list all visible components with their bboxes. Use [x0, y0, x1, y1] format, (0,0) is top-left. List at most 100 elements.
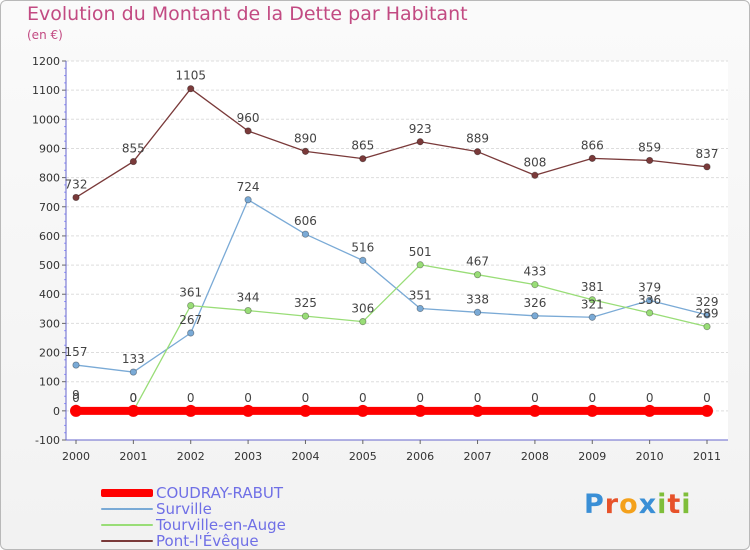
data-label: 0	[359, 391, 367, 405]
data-point	[703, 311, 711, 319]
chart-unit: (en €)	[27, 28, 63, 42]
logo-letter: o	[619, 489, 639, 520]
data-label: 865	[351, 139, 374, 153]
data-point	[701, 404, 713, 417]
data-label: 866	[581, 138, 604, 152]
x-tick-label: 2005	[349, 450, 377, 463]
data-label: 133	[122, 352, 145, 366]
data-label: 0	[130, 391, 138, 405]
legend-swatch	[101, 524, 153, 526]
legend-item: Tourville-en-Auge	[101, 516, 286, 534]
data-point	[129, 157, 137, 166]
data-point	[531, 171, 539, 179]
data-point	[473, 308, 482, 316]
data-label: 0	[646, 391, 654, 405]
data-point	[70, 404, 82, 417]
legend-swatch	[101, 540, 153, 542]
x-tick-label: 2000	[62, 450, 90, 463]
data-label: 0	[72, 391, 80, 405]
data-label: 379	[638, 280, 661, 294]
data-point	[473, 148, 482, 156]
data-point	[588, 296, 596, 304]
data-label: 837	[696, 147, 719, 161]
data-label: 267	[179, 313, 202, 327]
data-label: 1105	[175, 69, 206, 83]
data-point	[703, 322, 711, 331]
y-tick-label: 900	[39, 142, 60, 155]
data-label: 289	[696, 307, 719, 321]
data-label: 0	[187, 391, 195, 405]
data-point	[184, 404, 197, 417]
data-point	[301, 230, 310, 238]
data-label: 321	[581, 297, 604, 311]
data-label: 724	[237, 180, 260, 194]
data-point	[187, 302, 195, 310]
series-line-3	[75, 88, 708, 198]
data-label: 467	[466, 255, 489, 269]
data-label: 0	[588, 391, 596, 405]
data-label: 606	[294, 214, 317, 228]
data-label: 9	[72, 388, 80, 402]
x-tick-label: 2004	[291, 450, 319, 463]
data-point	[244, 127, 252, 135]
y-tick-label: 500	[39, 259, 60, 272]
logo-letter: t	[667, 489, 682, 520]
data-label: 0	[703, 391, 711, 405]
data-point	[588, 313, 596, 321]
logo-letter: i	[657, 489, 668, 520]
data-label: 306	[351, 302, 374, 316]
data-label: 859	[638, 140, 661, 154]
legend-item: Surville	[101, 500, 212, 518]
data-label: 336	[638, 293, 661, 307]
data-label: 351	[409, 289, 432, 303]
data-label: 732	[65, 177, 88, 191]
data-point	[359, 318, 367, 326]
data-point	[301, 147, 310, 155]
data-label: 325	[294, 296, 317, 310]
data-point	[473, 271, 482, 279]
y-tick-label: 100	[39, 376, 60, 389]
y-tick-label: 300	[39, 317, 60, 330]
data-label: 157	[65, 345, 88, 359]
plot-area	[66, 61, 728, 440]
data-point	[646, 156, 654, 165]
logo-letter: x	[638, 489, 658, 520]
data-point	[703, 163, 711, 171]
x-tick-label: 2001	[119, 450, 147, 463]
data-point	[359, 155, 367, 163]
data-point	[244, 306, 252, 315]
data-point	[127, 404, 140, 417]
data-label: 329	[696, 295, 719, 309]
data-point	[643, 404, 656, 417]
data-label: 890	[294, 131, 317, 145]
y-tick-label: -100	[35, 434, 60, 447]
data-label: 889	[466, 132, 489, 146]
data-point	[72, 361, 80, 369]
chart-title: Evolution du Montant de la Dette par Hab…	[27, 3, 468, 25]
logo-letter: i	[681, 489, 692, 520]
logo-letter: r	[604, 489, 620, 520]
data-label: 0	[474, 391, 482, 405]
y-tick-label: 600	[39, 230, 60, 243]
data-label: 326	[523, 296, 546, 310]
legend-swatch	[101, 489, 153, 497]
data-point	[359, 256, 367, 265]
x-tick-label: 2007	[464, 450, 492, 463]
legend-item: COUDRAY-RABUT	[101, 484, 283, 502]
legend-label: Surville	[156, 500, 212, 518]
legend-swatch	[101, 508, 153, 510]
data-point	[416, 304, 424, 313]
data-point	[356, 404, 369, 417]
x-tick-label: 2011	[693, 450, 721, 463]
data-point	[244, 196, 252, 204]
data-label: 501	[409, 245, 432, 259]
proxiti-logo: Proxiti	[584, 489, 692, 520]
y-tick-label: 700	[39, 201, 60, 214]
data-label: 923	[409, 122, 432, 136]
data-label: 361	[179, 286, 202, 300]
y-tick-label: 400	[39, 288, 60, 301]
data-point	[129, 368, 137, 376]
data-point	[586, 404, 599, 417]
data-point	[646, 309, 654, 317]
data-label: 381	[581, 280, 604, 294]
